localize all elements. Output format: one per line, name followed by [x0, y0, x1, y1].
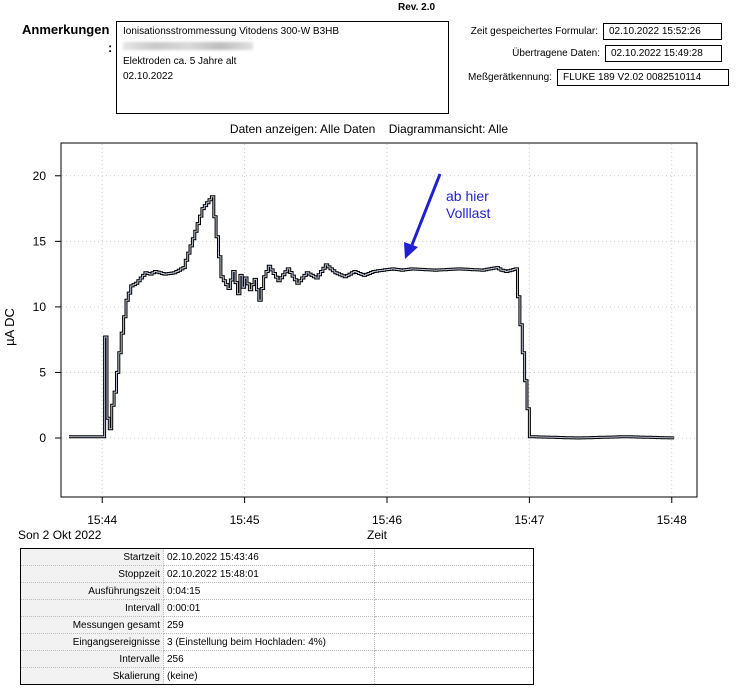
series-line-fill: [69, 196, 675, 439]
y-tick-label: 20: [33, 169, 47, 183]
notes-redacted-line: [123, 39, 442, 54]
notes-line-4: 02.10.2022: [123, 71, 174, 82]
info-row: Intervalle 256: [20, 650, 534, 668]
x-tick-label: 15:44: [87, 513, 117, 527]
chart-view-label: Diagrammansicht:: [388, 122, 486, 136]
y-axis: 0 5 10 15 20: [33, 169, 696, 445]
info-key: Eingangsereignisse: [20, 633, 164, 651]
data-display-label: Daten anzeigen:: [229, 122, 318, 136]
plot-area: [60, 142, 698, 498]
info-key: Intervalle: [20, 650, 164, 668]
info-row: Stoppzeit 02.10.2022 15:48:01: [20, 565, 534, 583]
info-empty-cell: [374, 650, 534, 668]
x-tick-label: 15:45: [230, 513, 260, 527]
x-axis: 15:44 15:45 15:46 15:47 15:48: [87, 144, 687, 527]
revision-label: Rev. 2.0: [398, 2, 436, 13]
view-settings-bar: Daten anzeigen: Alle Daten Diagrammansic…: [0, 122, 738, 136]
annotation-line-2: Volllast: [446, 205, 490, 221]
info-empty-cell: [374, 548, 534, 566]
info-row: Intervall 0:00:01: [20, 599, 534, 617]
info-table: Startzeit 02.10.2022 15:43:46 Stoppzeit 02.…: [20, 548, 534, 685]
y-tick-label: 0: [39, 431, 46, 445]
x-tick-label: 15:47: [514, 513, 544, 527]
y-tick-label: 15: [33, 234, 47, 248]
info-empty-cell: [374, 667, 534, 685]
info-key: Stoppzeit: [20, 565, 164, 583]
y-axis-label: µA DC: [2, 308, 17, 346]
info-value: 0:04:15: [163, 582, 375, 600]
notes-line-3: Elektroden ca. 5 Jahre alt: [123, 56, 237, 67]
info-value: 02.10.2022 15:43:46: [163, 548, 375, 566]
notes-line-1: Ionisationsstrommessung Vitodens 300-W B…: [123, 26, 340, 37]
device-id-field[interactable]: FLUKE 189 V2.02 0082510114: [557, 69, 729, 86]
info-value: 259: [163, 616, 375, 634]
info-row: Skalierung (keine): [20, 667, 534, 685]
info-value: 0:00:01: [163, 599, 375, 617]
x-tick-label: 15:48: [657, 513, 687, 527]
y-tick-label: 5: [39, 365, 46, 379]
info-empty-cell: [374, 582, 534, 600]
info-row: Messungen gesamt 259: [20, 616, 534, 634]
saved-time-label: Zeit gespeichertes Formular:: [470, 26, 598, 37]
annotation-arrow: [404, 173, 442, 259]
info-empty-cell: [374, 633, 534, 651]
annotation-line-1: ab hier: [446, 188, 489, 204]
info-key: Skalierung: [20, 667, 164, 685]
date-label: Son 2 Okt 2022: [18, 528, 102, 542]
info-value: 256: [163, 650, 375, 668]
chart-view-value[interactable]: Alle: [488, 122, 509, 136]
info-empty-cell: [374, 616, 534, 634]
x-tick-label: 15:46: [372, 513, 402, 527]
info-value: (keine): [163, 667, 375, 685]
info-key: Intervall: [20, 599, 164, 617]
notes-textbox[interactable]: Ionisationsstrommessung Vitodens 300-W B…: [116, 21, 449, 114]
info-key: Ausführungszeit: [20, 582, 164, 600]
chart[interactable]: 0 5 10 15 20 15:44 15:45 15:46 15:47 15:48 µA DC…: [0, 138, 738, 528]
transferred-data-field[interactable]: 02.10.2022 15:49:28: [605, 45, 722, 62]
info-empty-cell: [374, 599, 534, 617]
device-id-label: Meßgerätkennung:: [468, 72, 552, 83]
info-key: Messungen gesamt: [20, 616, 164, 634]
info-row: Ausführungszeit 0:04:15: [20, 582, 534, 600]
info-key: Startzeit: [20, 548, 164, 566]
anmerkungen-label: Anmerkungen: [22, 22, 110, 37]
saved-time-field[interactable]: 02.10.2022 15:52:26: [603, 23, 722, 40]
info-row: Eingangsereignisse 3 (Einstellung beim Ho…: [20, 633, 534, 651]
data-display-value[interactable]: Alle Daten: [319, 122, 376, 136]
x-axis-label: Zeit: [367, 528, 388, 542]
info-row: Startzeit 02.10.2022 15:43:46: [20, 548, 534, 566]
y-tick-label: 10: [33, 300, 47, 314]
anmerkungen-colon: :: [108, 40, 113, 55]
info-empty-cell: [374, 565, 534, 583]
transferred-data-label: Übertragene Daten:: [512, 48, 600, 59]
series-line: [69, 195, 675, 440]
info-value: 02.10.2022 15:48:01: [163, 565, 375, 583]
info-value: 3 (Einstellung beim Hochladen: 4%): [163, 633, 375, 651]
